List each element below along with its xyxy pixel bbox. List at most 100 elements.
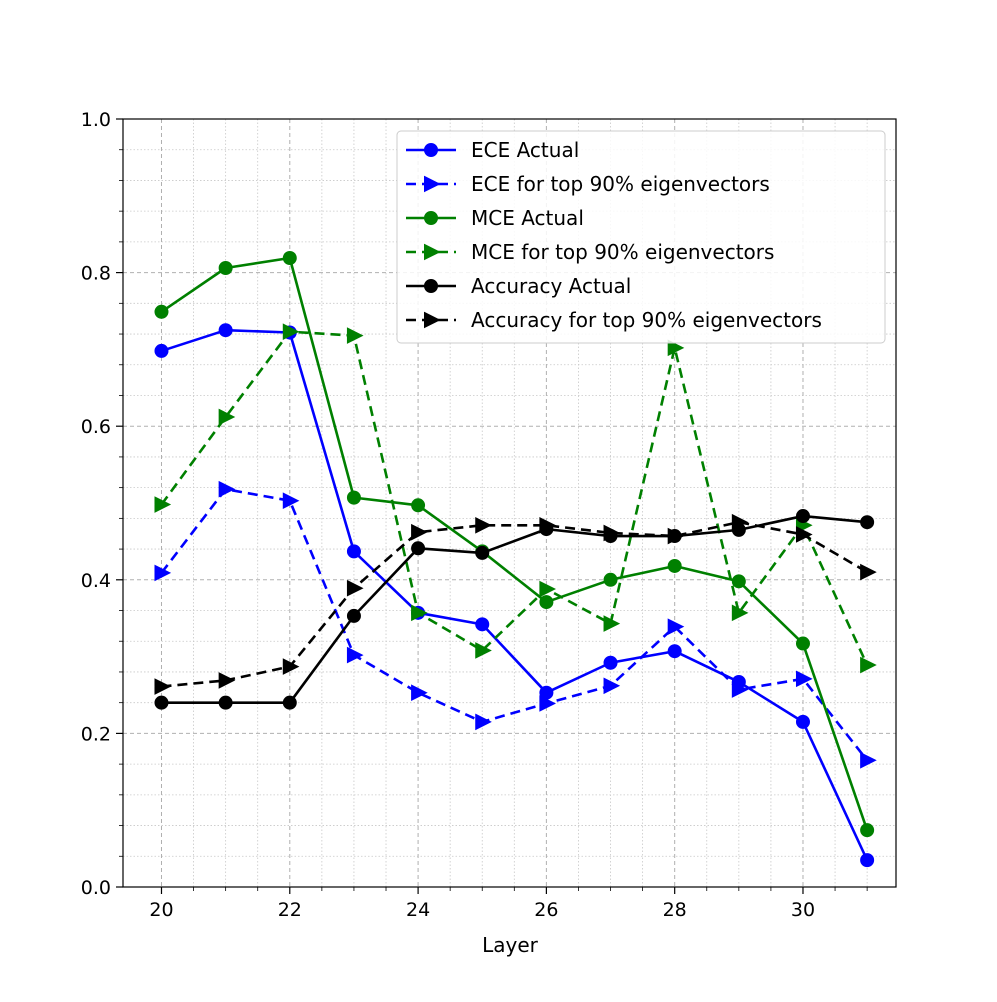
data-point [154,695,169,710]
data-point [475,713,492,731]
data-point [346,490,361,505]
x-tick-label: 20 [149,899,173,921]
data-point [218,672,236,689]
data-point [731,604,749,622]
x-tick-label: 30 [791,899,815,921]
data-point [411,541,426,556]
axes: 20 22 24 26 28 30 0.0 0.2 0.4 0.6 0.8 1.0 [81,109,868,921]
y-tick-label: 0.6 [81,416,111,438]
series-layer [154,251,877,868]
data-point [282,251,297,266]
data-point [218,260,233,275]
data-point [603,615,621,632]
legend-label: MCE Actual [471,206,584,230]
legend-entry: Accuracy for top 90% eigenvectors [406,308,822,332]
data-point [411,523,428,541]
legend-entry: ECE for top 90% eigenvectors [406,172,770,196]
y-tick-label: 0.2 [81,723,111,745]
data-point [475,617,490,632]
data-point [667,558,682,573]
data-point [154,564,172,582]
data-point [218,408,236,426]
data-point [860,515,875,530]
legend-label: MCE for top 90% eigenvectors [471,240,774,264]
data-point [539,516,557,534]
data-point [795,714,810,729]
legend-marker [424,143,438,157]
legend-label: ECE for top 90% eigenvectors [471,172,770,196]
data-point [603,655,618,670]
data-point [346,327,364,344]
data-point [154,343,169,358]
data-point [346,544,361,559]
series-line [161,520,868,688]
legend-entry: MCE for top 90% eigenvectors [406,240,774,264]
y-tick-label: 0.4 [81,570,111,592]
data-point [603,572,618,587]
series-1 [154,480,877,769]
series-5 [154,513,877,695]
series-line [160,256,869,831]
series-line [161,514,868,704]
data-point [860,563,877,581]
data-point [346,579,364,597]
series-line [160,330,869,666]
data-point [731,574,746,589]
legend-label: Accuracy for top 90% eigenvectors [471,308,822,332]
legend-label: ECE Actual [471,138,579,162]
legend: ECE Actual ECE for top 90% eigenvectors MC… [396,130,886,344]
y-tick-label: 0.8 [81,263,111,285]
x-tick-label: 26 [534,899,558,921]
data-point [346,646,364,664]
data-point [731,681,749,698]
data-point [667,644,682,659]
data-point [218,695,233,710]
data-point [539,580,557,598]
data-point [731,513,749,531]
legend-entry: MCE Actual [406,206,584,230]
data-point [603,677,621,695]
series-line [160,487,869,762]
legend-marker [424,279,438,293]
data-point [860,853,875,868]
series-2 [154,251,875,838]
legend-marker [424,311,441,329]
data-point [539,695,557,712]
data-point [218,480,236,498]
data-point [539,595,554,610]
data-point [603,524,621,542]
data-point [282,492,300,510]
x-tick-label: 28 [663,899,687,921]
data-point [282,658,300,675]
series-3 [154,323,877,674]
legend-marker [424,175,441,193]
x-tick-label: 22 [278,899,302,921]
legend-marker [424,243,441,261]
data-point [154,678,172,695]
legend-label: Accuracy Actual [471,274,631,298]
legend-box [396,130,886,344]
y-tick-label: 1.0 [81,109,111,131]
data-point [795,636,810,651]
data-point [154,304,169,319]
data-point [795,509,810,524]
data-point [667,618,685,635]
data-point [282,323,300,341]
data-point [218,323,233,338]
data-point [154,496,172,513]
data-point [475,516,492,534]
data-point [475,642,492,659]
legend-entry: Accuracy Actual [406,274,631,298]
data-point [860,823,875,838]
data-point [860,656,877,674]
x-tick-label: 24 [406,899,430,921]
legend-marker [424,211,438,225]
data-point [475,545,490,560]
data-point [667,339,685,357]
x-axis-label: Layer [482,933,539,957]
legend-entry: ECE Actual [406,138,579,162]
data-point [795,670,813,688]
data-point [411,604,428,622]
